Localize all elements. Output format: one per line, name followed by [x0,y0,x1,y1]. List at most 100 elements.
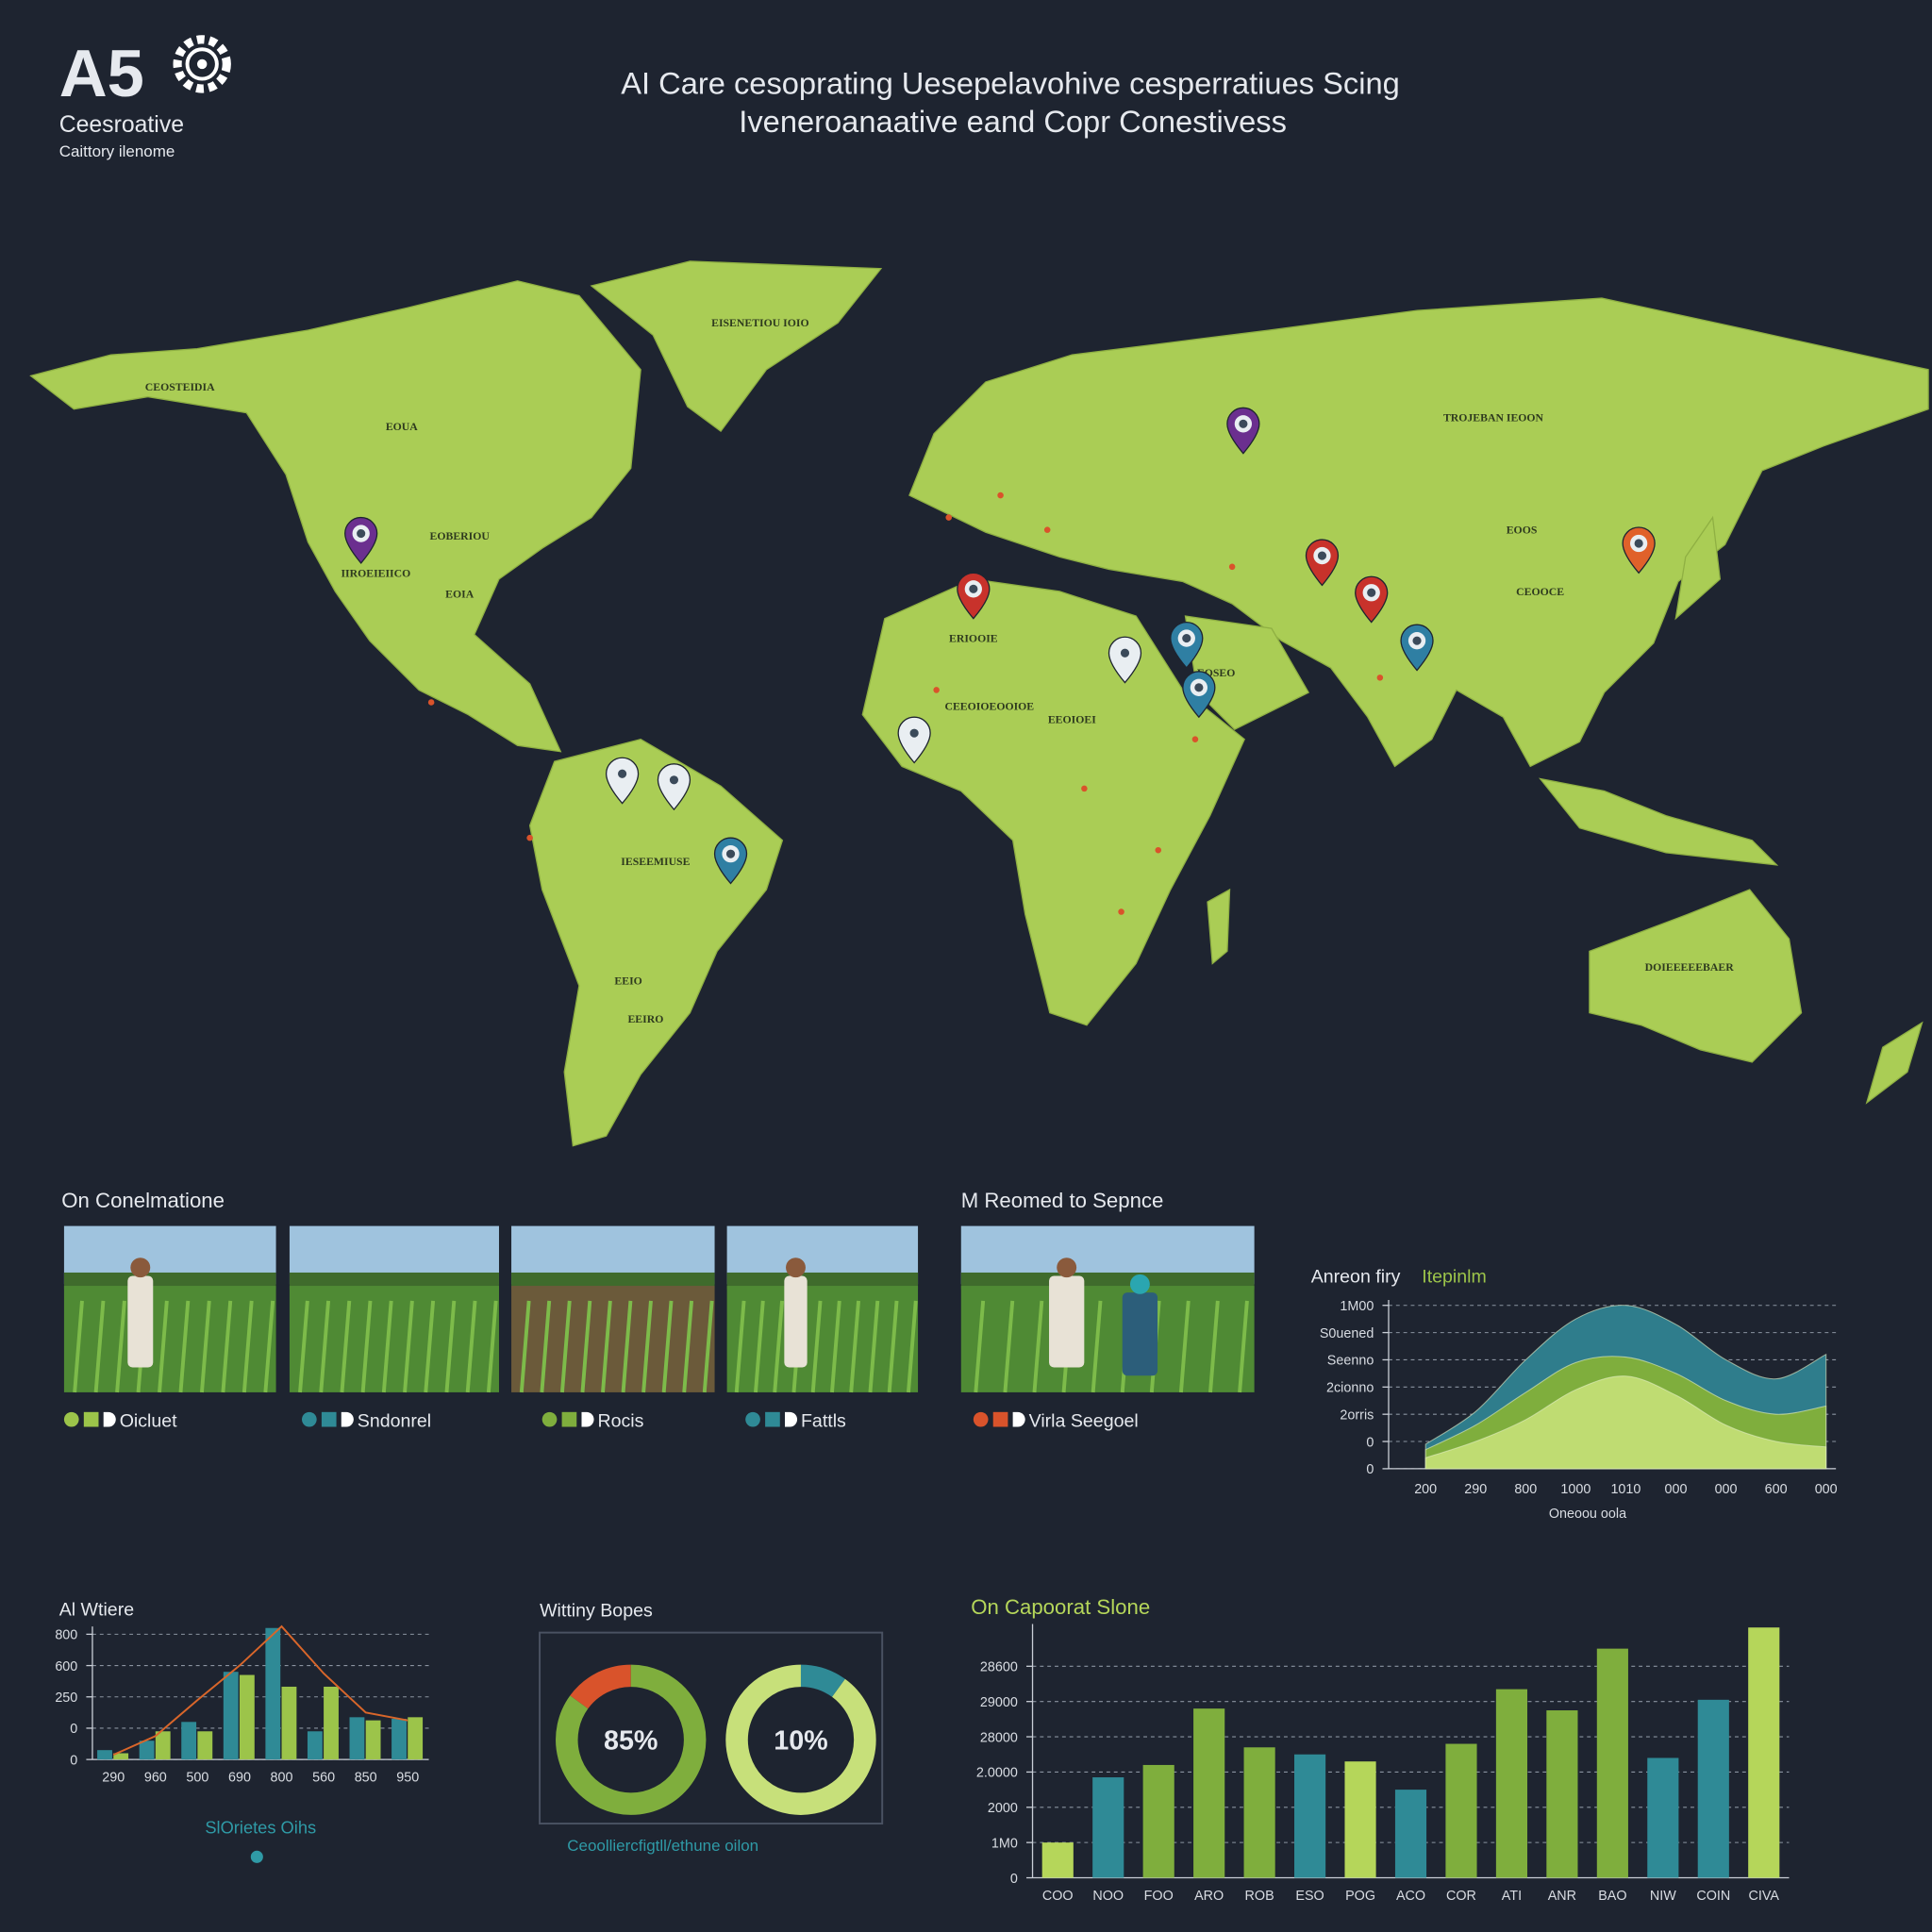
world-map: EISENETIOU IOIO CEOSTEIDIA EOUA EOBERIOU… [29,260,1929,1147]
chart: On Capoorat Slone 0 1M0 2000 2.0000 28000 2900… [971,1595,1790,1904]
caption-icon [992,1411,1008,1427]
continent [29,280,641,753]
map-label: EOBERIOU [430,530,491,542]
bar [113,1753,129,1760]
x-tick-label: ANR [1548,1889,1576,1904]
y-tick-label: 800 [55,1628,77,1643]
donut-rest [725,1664,876,1815]
photo [726,1225,919,1393]
donut-label: 85% [604,1726,658,1757]
x-tick-label: 690 [228,1771,251,1786]
donut-label: 10% [774,1726,827,1757]
caption-icon [103,1411,116,1427]
chart-title: On Capoorat Slone [971,1595,1150,1619]
bar [1041,1842,1074,1878]
x-tick-label: 950 [396,1771,419,1786]
y-tick-label: 600 [55,1659,77,1674]
bar [1294,1754,1326,1878]
chart-title: Al Wtiere [59,1599,135,1620]
y-tick-label: 250 [55,1690,77,1706]
chart-title-accent: Itepinlm [1422,1267,1487,1288]
x-tick-label: NOO [1092,1889,1124,1904]
continent [861,578,1245,1026]
continent [908,297,1929,768]
photo-caption: Rocis [597,1410,643,1431]
photo [289,1225,499,1393]
section-title: M Reomed to Sepnce [961,1189,1164,1212]
caption-icon [745,1411,760,1427]
x-tick-label: 800 [271,1771,293,1786]
photo [960,1225,1255,1393]
y-tick-label: 0 [1366,1435,1374,1450]
bar [1092,1777,1124,1878]
chart: Al Wtiere 0 0 250 600 800 290 960 500 690 800 560 85… [55,1599,429,1863]
donut-segment [800,1664,845,1698]
map-label: IESEEMIUSE [621,856,690,868]
donut-segment [556,1664,707,1815]
chart: Wittiny Bopes Ceoolliercfigtll/ethune oil… [539,1601,884,1855]
x-tick-label: 960 [144,1771,167,1786]
caption-icon [581,1411,594,1427]
y-tick-label: 2orris [1340,1407,1374,1423]
chart: Anreon firy Itepinlm 0 0 2orris 2cionno Seenno… [1311,1267,1838,1522]
map-label: EEOIOEI [1048,714,1096,726]
y-tick-label: 1M00 [1340,1299,1374,1314]
map-label: DOIEEEEEBAER [1645,961,1735,974]
caption-icon [63,1411,79,1427]
caption-icon [321,1411,337,1427]
chart-title: Anreon firy [1311,1267,1401,1288]
caption-icon [973,1411,989,1427]
map-label: EOIA [445,588,475,600]
x-tick-label: 1000 [1560,1482,1591,1497]
continent [590,260,883,433]
bar [1193,1708,1225,1878]
x-axis-label: Oneoou oola [1549,1507,1626,1522]
continent [1865,1021,1924,1105]
legend-dot [250,1850,263,1863]
continent [1539,777,1779,866]
caption-icon [341,1411,354,1427]
bar [408,1717,424,1760]
x-tick-label: ESO [1295,1889,1324,1904]
bar [139,1740,155,1760]
area [1424,1375,1827,1470]
bar [1495,1689,1528,1878]
photo-caption: Oicluet [120,1410,177,1431]
continent [1674,515,1722,621]
bar [197,1731,213,1760]
x-tick-label: CIVA [1749,1889,1780,1904]
continent [1207,888,1231,965]
caption-icon [1012,1411,1025,1427]
x-tick-label: COIN [1696,1889,1730,1904]
caption-icon [561,1411,577,1427]
y-tick-label: 0 [1366,1462,1374,1477]
x-tick-label: 800 [1514,1482,1537,1497]
photo-gallery: Oicluet Sndonrel Rocis Fattls Virla Seegoel [63,1225,1255,1431]
logo-line: Caittory ilenome [59,142,175,160]
bar [324,1686,339,1760]
x-tick-label: 200 [1414,1482,1437,1497]
bar [281,1686,297,1760]
bar [1596,1648,1628,1878]
x-tick-label: COR [1446,1889,1476,1904]
caption-icon [765,1411,780,1427]
bar [1243,1747,1275,1878]
y-tick-label: 29000 [980,1695,1018,1710]
photo-caption: Sndonrel [358,1410,431,1431]
title: AI Care cesoprating Uesepelavohive cespe… [621,65,1400,100]
bar [1647,1757,1679,1878]
photo-caption: Fattls [801,1410,846,1431]
x-tick-label: 600 [1765,1482,1788,1497]
y-tick-label: 0 [1010,1872,1018,1887]
x-tick-label: FOO [1144,1889,1174,1904]
bar [1546,1710,1578,1878]
y-tick-label: 28000 [980,1730,1018,1745]
photo [511,1225,715,1393]
y-tick-label: 2000 [988,1801,1018,1816]
map-label: CEOOCE [1516,586,1564,598]
bar [307,1731,323,1760]
map-label: EEIRO [627,1013,663,1025]
logo-gear [173,35,231,93]
